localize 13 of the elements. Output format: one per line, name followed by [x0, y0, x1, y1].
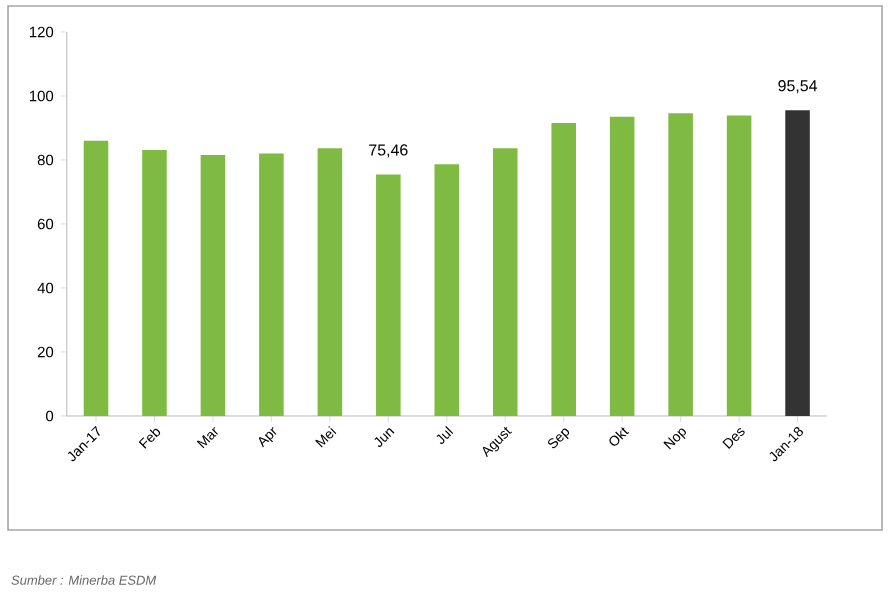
bar — [317, 148, 343, 416]
bar — [609, 116, 635, 416]
bar — [785, 110, 810, 416]
bar — [200, 154, 226, 416]
bar — [259, 153, 284, 416]
bar — [726, 115, 752, 416]
bar — [434, 164, 460, 416]
bar — [492, 148, 518, 416]
bar — [551, 122, 576, 416]
bar — [142, 150, 167, 416]
bar — [376, 174, 401, 416]
bar — [83, 140, 109, 416]
bar — [668, 113, 693, 416]
